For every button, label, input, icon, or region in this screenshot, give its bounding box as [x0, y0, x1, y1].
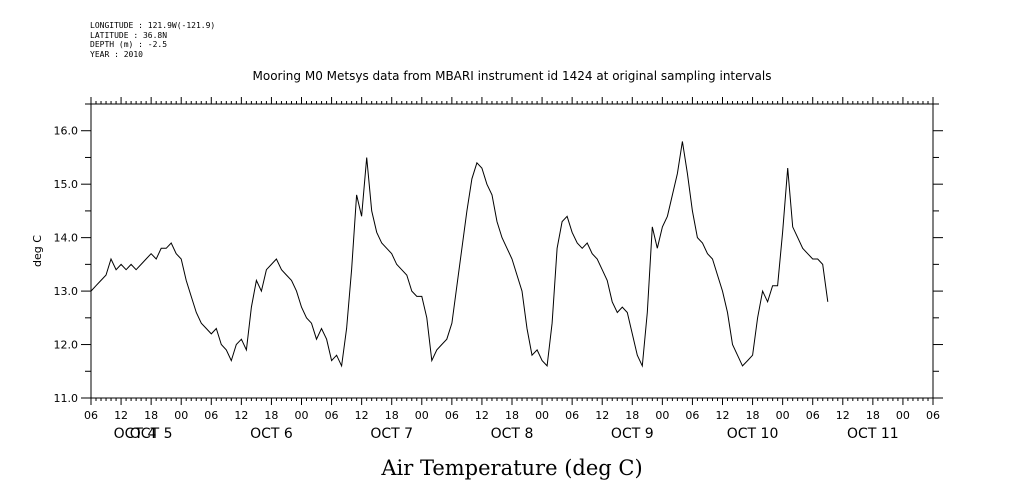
x-tick-label: 00: [655, 409, 669, 422]
day-label: OCT 4: [114, 426, 157, 442]
x-tick-label: 12: [595, 409, 609, 422]
x-axis-label: Air Temperature (deg C): [380, 456, 642, 480]
y-tick-labels: 11.0 12.0 13.0 14.0 15.0 16.0: [54, 125, 79, 405]
x-tick-label: 18: [746, 409, 760, 422]
depth-label: DEPTH (m) : -2.5: [90, 40, 168, 49]
x-tick-label: 06: [806, 409, 820, 422]
y-tick-label: 12.0: [54, 339, 79, 352]
y-tick-label: 14.0: [54, 232, 79, 245]
x-tick-label: 18: [264, 409, 278, 422]
y-tick-label: 11.0: [54, 392, 79, 405]
x-tick-label: 06: [84, 409, 98, 422]
x-tick-label: 06: [565, 409, 579, 422]
x-tick-label: 12: [355, 409, 369, 422]
y-tick-label: 15.0: [54, 178, 79, 191]
x-tick-label: 06: [204, 409, 218, 422]
x-tick-label: 00: [535, 409, 549, 422]
day-label: OCT 8: [491, 426, 534, 442]
longitude-label: LONGITUDE : 121.9W(-121.9): [90, 21, 216, 30]
plot-frame: [90, 103, 934, 399]
x-tick-label: 00: [295, 409, 309, 422]
x-tick-label: 00: [415, 409, 429, 422]
x-tick-label: 18: [625, 409, 639, 422]
x-tick-label: 12: [716, 409, 730, 422]
air-temperature-series-line: [90, 141, 829, 368]
y-tick-label: 13.0: [54, 285, 79, 298]
year-label: YEAR : 2010: [90, 49, 143, 59]
chart-title: Mooring M0 Metsys data from MBARI instru…: [253, 69, 772, 83]
day-label: OCT 11: [847, 426, 899, 442]
day-label: OCT 5: [130, 426, 173, 442]
y-tick-label: 16.0: [54, 125, 79, 138]
axis-ticks: [81, 97, 943, 405]
day-label: OCT 9: [611, 426, 654, 442]
x-tick-label: 00: [776, 409, 790, 422]
x-tick-label: 18: [385, 409, 399, 422]
mooring-metadata: LONGITUDE : 121.9W(-121.9) LATITUDE : 36…: [90, 21, 215, 59]
x-tick-labels: 06 12 18 00 06 12 18 00 06 12 18 00 06 12 18 00 06 12 18 00…: [84, 409, 940, 422]
x-tick-label: 18: [144, 409, 158, 422]
y-axis-label: deg C: [31, 235, 44, 267]
day-label: OCT 7: [370, 426, 413, 442]
day-label: OCT 6: [250, 426, 293, 442]
x-tick-label: 06: [445, 409, 459, 422]
latitude-label: LATITUDE : 36.8N: [90, 30, 168, 40]
x-tick-label: 12: [836, 409, 850, 422]
x-tick-label: 00: [896, 409, 910, 422]
x-tick-label: 18: [866, 409, 880, 422]
x-tick-label: 12: [114, 409, 128, 422]
x-tick-label: 00: [174, 409, 188, 422]
day-label: OCT 10: [727, 426, 779, 442]
x-tick-label: 12: [234, 409, 248, 422]
x-tick-label: 06: [926, 409, 940, 422]
x-tick-label: 06: [685, 409, 699, 422]
x-tick-label: 12: [475, 409, 489, 422]
x-tick-label: 18: [505, 409, 519, 422]
x-tick-label: 06: [325, 409, 339, 422]
